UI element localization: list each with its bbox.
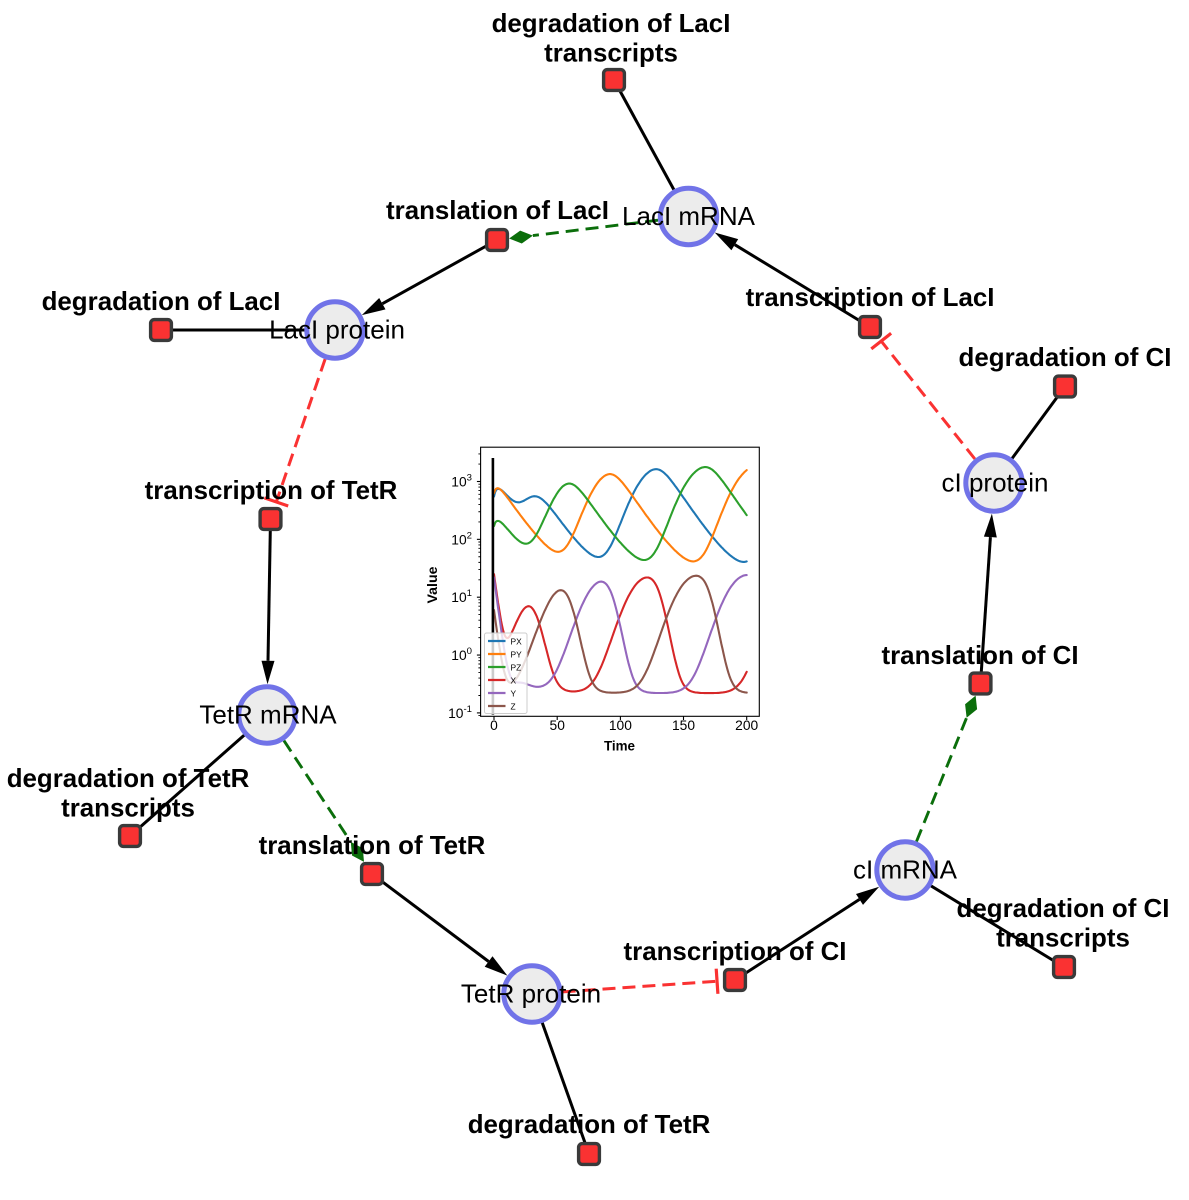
svg-text:transcription of LacI: transcription of LacI	[746, 284, 995, 312]
svg-text:degradation of LacI: degradation of LacI	[42, 288, 281, 316]
svg-text:transcripts: transcripts	[996, 925, 1130, 953]
svg-text:103: 103	[451, 473, 472, 490]
svg-text:transcripts: transcripts	[61, 795, 195, 823]
svg-text:PY: PY	[511, 650, 523, 660]
svg-text:TetR mRNA: TetR mRNA	[199, 700, 337, 730]
svg-text:cI protein: cI protein	[942, 468, 1049, 498]
svg-text:degradation of CI: degradation of CI	[957, 895, 1170, 923]
svg-text:degradation of CI: degradation of CI	[959, 344, 1172, 372]
svg-text:transcription of TetR: transcription of TetR	[145, 477, 398, 505]
svg-text:100: 100	[451, 646, 472, 663]
svg-text:Time: Time	[604, 739, 635, 754]
svg-text:translation of LacI: translation of LacI	[386, 197, 609, 225]
svg-text:translation of CI: translation of CI	[881, 642, 1078, 670]
svg-text:Z: Z	[511, 702, 516, 712]
svg-text:PX: PX	[511, 637, 523, 647]
svg-text:150: 150	[672, 718, 695, 733]
svg-text:Y: Y	[511, 689, 517, 699]
svg-text:200: 200	[735, 718, 758, 733]
svg-text:101: 101	[451, 588, 472, 605]
svg-text:translation of TetR: translation of TetR	[259, 832, 486, 860]
svg-text:TetR protein: TetR protein	[461, 979, 601, 1009]
svg-text:10-1: 10-1	[448, 704, 472, 721]
svg-text:transcription of CI: transcription of CI	[624, 938, 847, 966]
svg-text:cI mRNA: cI mRNA	[853, 855, 958, 885]
svg-text:X: X	[511, 676, 517, 686]
svg-text:100: 100	[609, 718, 632, 733]
svg-text:degradation of TetR: degradation of TetR	[7, 765, 250, 793]
svg-text:102: 102	[451, 530, 472, 547]
svg-text:degradation of TetR: degradation of TetR	[468, 1111, 711, 1139]
svg-text:LacI protein: LacI protein	[269, 315, 405, 345]
svg-text:50: 50	[550, 718, 566, 733]
svg-text:Value: Value	[425, 566, 441, 603]
svg-text:transcripts: transcripts	[544, 40, 678, 68]
svg-text:degradation of LacI: degradation of LacI	[492, 10, 731, 38]
svg-text:0: 0	[490, 718, 498, 733]
svg-text:PZ: PZ	[511, 663, 522, 673]
svg-text:LacI mRNA: LacI mRNA	[622, 201, 756, 231]
